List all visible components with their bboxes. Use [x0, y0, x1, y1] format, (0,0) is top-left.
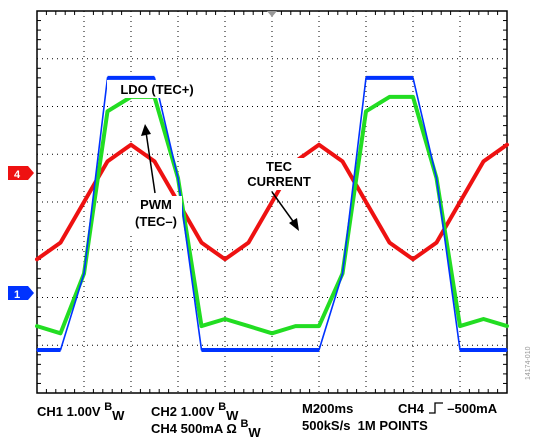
trigger-level: –500mA	[447, 401, 498, 416]
figure-number: 14174-010	[525, 346, 532, 380]
sample-rate: 500kS/s	[302, 418, 351, 433]
trigger-edge-icon	[428, 402, 443, 414]
tec-arrowhead	[289, 218, 299, 231]
ch2-bw-sub: W	[226, 408, 239, 423]
pwm-arrowhead	[141, 124, 151, 136]
ch1-bw-sub: W	[112, 408, 125, 423]
timebase-readout: M200ms	[302, 401, 354, 416]
record-length: 1M POINTS	[357, 418, 428, 433]
ch4-scale: CH4 500mA Ω	[151, 421, 237, 436]
ch1-marker-label: 1	[14, 289, 20, 301]
tec-annotation: TEC CURRENT	[238, 158, 322, 231]
ch4-ground-marker: 4	[8, 166, 34, 181]
ldo-annotation: LDO (TEC+)	[107, 80, 207, 98]
ch2-bw-icon: B	[218, 401, 227, 413]
tec-label-line1: TEC	[266, 159, 293, 174]
traces	[35, 75, 509, 353]
ch4-bw-icon: B	[240, 418, 249, 430]
sample-rate-readout: 500kS/s 1M POINTS	[302, 418, 428, 433]
ch1-scale: CH1 1.00V	[37, 404, 101, 419]
trigger-position-marker	[267, 11, 277, 17]
tec-arrow-line	[271, 191, 296, 225]
ch1-bw-icon: B	[104, 401, 113, 413]
ldo-label: LDO (TEC+)	[120, 82, 193, 97]
tec-label-line2: CURRENT	[247, 174, 311, 189]
trigger-readout: CH4 –500mA	[398, 401, 497, 416]
ch1-ground-marker: 1	[8, 286, 34, 301]
pwm-label-line1: PWM	[140, 197, 172, 212]
trigger-channel: CH4	[398, 401, 425, 416]
ch2-scale: CH2 1.00V	[151, 404, 215, 419]
ch2-readout: CH2 1.00V BW	[151, 401, 238, 423]
ch4-readout: CH4 500mA Ω BW	[151, 418, 261, 440]
ch1-readout: CH1 1.00V BW	[37, 401, 124, 423]
pwm-label-line2: (TEC–)	[135, 214, 177, 229]
pwm-annotation: PWM (TEC–)	[130, 124, 182, 234]
pwm-arrow-line	[145, 131, 156, 194]
ch4-bw-sub: W	[248, 425, 261, 440]
ch4-marker-label: 4	[14, 169, 21, 181]
